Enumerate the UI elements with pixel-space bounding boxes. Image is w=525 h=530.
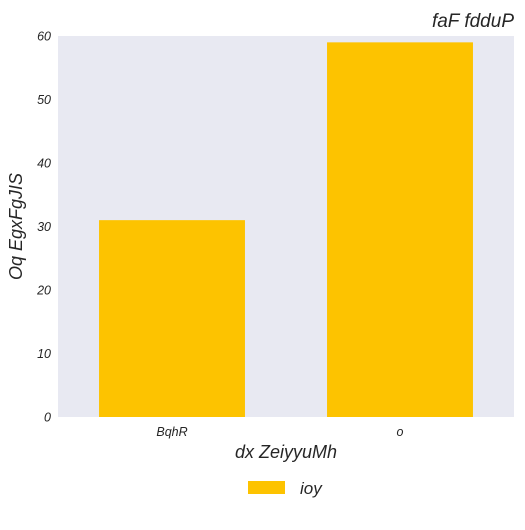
x-tick-label: o (397, 425, 404, 439)
x-tick-label: BqhR (156, 425, 187, 439)
legend: ioy (248, 479, 323, 498)
y-tick-label: 40 (37, 157, 51, 171)
legend-swatch (248, 481, 285, 494)
bar-BqhR (99, 220, 245, 417)
y-tick-label: 50 (37, 93, 51, 107)
bars (99, 42, 473, 417)
y-tick-label: 10 (37, 347, 51, 361)
y-tick-label: 20 (36, 284, 51, 298)
legend-label-ioy: ioy (300, 479, 323, 498)
x-axis-label: dx ZeiyyuMh (235, 442, 337, 462)
chart-title: faF fdduP (432, 11, 514, 32)
y-tick-label: 60 (37, 30, 51, 44)
y-axis-ticks: 0 10 20 30 40 50 60 (36, 30, 51, 425)
x-axis-ticks: BqhR o (156, 425, 403, 439)
y-tick-label: 0 (44, 411, 51, 425)
bar-o (327, 42, 473, 417)
y-axis-label: Oq EgxFgJIS (6, 173, 26, 280)
y-tick-label: 30 (37, 220, 51, 234)
